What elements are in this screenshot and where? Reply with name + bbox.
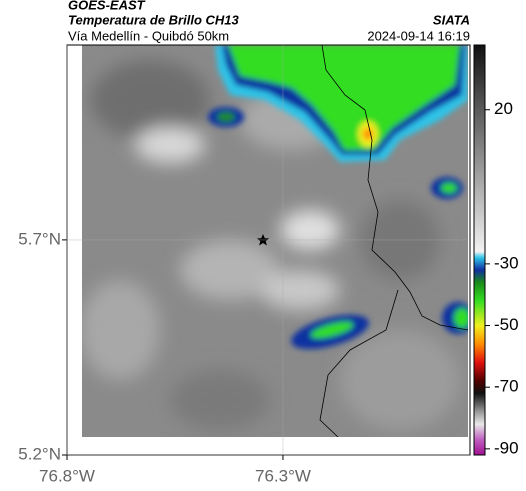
lon-tick-label: 76.8°W — [39, 466, 95, 485]
satellite-image — [82, 45, 468, 437]
lon-tick-label: 76.3°W — [255, 466, 311, 485]
colorbar — [474, 45, 485, 455]
timestamp: 2024-09-14 16:19 — [367, 28, 470, 43]
colorbar-tick-label: 20 — [494, 99, 513, 118]
colorbar-frame — [473, 44, 486, 456]
route: Vía Medellín - Quibdó 50km — [68, 28, 229, 43]
source: GOES-EAST — [68, 0, 146, 12]
lat-tick-label: 5.2°N — [18, 444, 61, 463]
lat-tick-label: 5.7°N — [18, 229, 61, 248]
colorbar-tick-label: -50 — [494, 315, 519, 334]
organization: SIATA — [433, 12, 470, 27]
title: Temperatura de Brillo CH13 — [68, 12, 240, 27]
colorbar-tick-label: -90 — [494, 438, 519, 457]
colorbar-tick-label: -30 — [494, 253, 519, 272]
colorbar-tick-label: -70 — [494, 377, 519, 396]
